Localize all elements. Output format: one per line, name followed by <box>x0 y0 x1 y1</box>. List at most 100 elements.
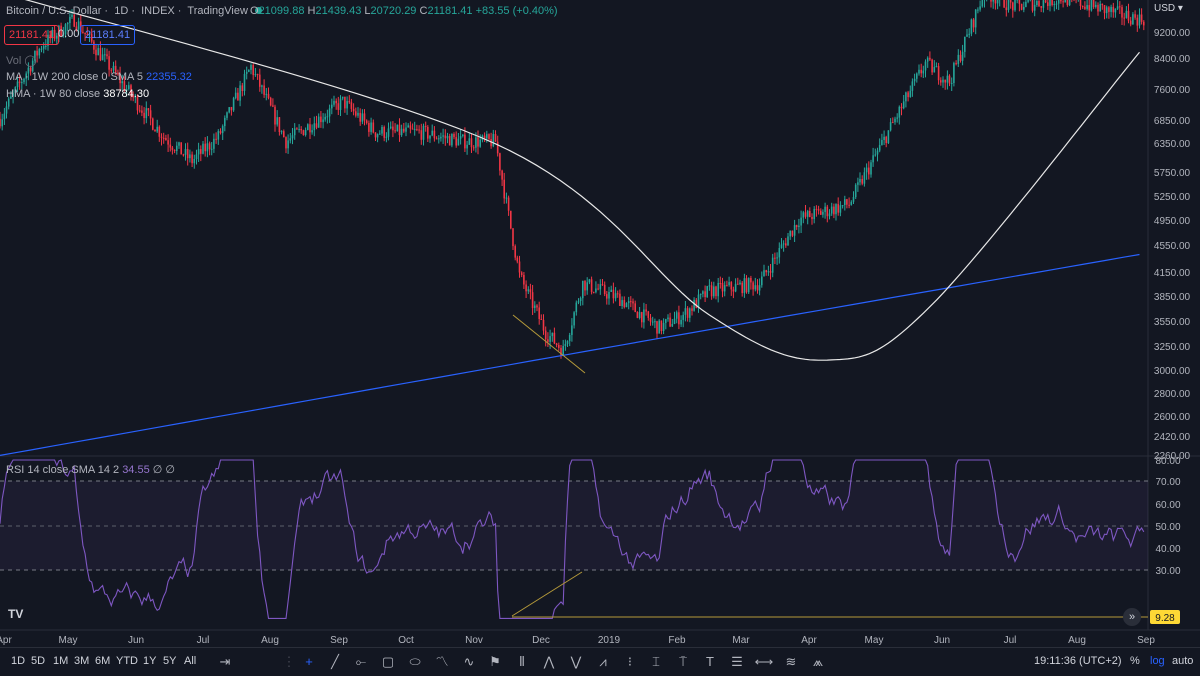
symbol-name[interactable]: Bitcoin / U.S. Dollar <box>6 5 101 17</box>
candle-body <box>656 321 658 333</box>
candle-body <box>307 124 309 130</box>
trend-line-tool-icon[interactable]: ╱ <box>324 652 346 672</box>
rsi-label: RSI 14 close SMA 14 2 <box>6 464 119 476</box>
measure-tool-icon[interactable]: ⟷ <box>753 652 775 672</box>
eye-off-icon[interactable]: ◯ <box>24 55 36 67</box>
ellipse-tool-icon[interactable]: ⬭ <box>404 652 426 672</box>
candle-body <box>410 125 412 128</box>
candle-body <box>973 20 975 28</box>
rsi-tick-label: 40.00 <box>1155 544 1180 555</box>
range-5y-button[interactable]: 5Y <box>163 655 176 667</box>
candle-body <box>183 154 185 155</box>
date-range-icon[interactable]: ⇥ <box>214 652 236 672</box>
candle-body <box>401 129 403 135</box>
log-scale-button[interactable]: log <box>1150 655 1165 667</box>
abc-pattern-icon[interactable]: ⋁ <box>565 652 587 672</box>
ma-legend[interactable]: MA · 1W 200 close 0 SMA 5 22355.32 <box>6 71 192 83</box>
candle-body <box>868 168 870 175</box>
range-1y-button[interactable]: 1Y <box>143 655 156 667</box>
candle-body <box>431 131 433 136</box>
candle-body <box>1128 11 1130 21</box>
range-5d-button[interactable]: 5D <box>31 655 45 667</box>
clock[interactable]: 19:11:36 (UTC+2) <box>1034 655 1122 667</box>
callout-tool-icon[interactable]: ⍑ <box>672 652 694 672</box>
horizontal-ray-tool-icon[interactable]: ⟜ <box>350 652 372 672</box>
candle-body <box>318 117 320 128</box>
candle-body <box>827 207 829 217</box>
path-tool-icon[interactable]: 〽 <box>431 652 453 672</box>
candle-body <box>680 320 682 325</box>
rsi-trend-line[interactable] <box>512 572 582 616</box>
time-tick-label: Apr <box>0 635 12 646</box>
bars-pattern-icon[interactable]: ⁝ <box>619 652 641 672</box>
text-tool-icon[interactable]: T <box>699 652 721 672</box>
brush-tool-icon[interactable]: ≋ <box>780 652 802 672</box>
flag-tool-icon[interactable]: ⚑ <box>484 652 506 672</box>
candle-body <box>711 285 713 296</box>
currency-selector[interactable]: USD ▾ <box>1154 3 1183 14</box>
candle-body <box>499 153 501 170</box>
candle-body <box>285 137 287 148</box>
candle-body <box>621 300 623 306</box>
candle-body <box>1064 0 1066 2</box>
range-1m-button[interactable]: 1M <box>53 655 68 667</box>
price-pane[interactable] <box>0 0 1148 455</box>
price-tick-label: 3550.00 <box>1154 317 1191 328</box>
sell-button[interactable]: 21181.41 <box>4 25 59 45</box>
candle-body <box>920 70 922 74</box>
range-ytd-button[interactable]: YTD <box>116 655 138 667</box>
time-tick-label: Jun <box>934 635 950 646</box>
time-axis[interactable]: AprMayJunJulAugSepOctNovDec2019FebMarApr… <box>0 635 1155 646</box>
range-6m-button[interactable]: 6M <box>95 655 110 667</box>
candle-body <box>510 211 512 229</box>
curve-tool-icon[interactable]: ∿ <box>458 652 480 672</box>
price-axis[interactable]: 9200.008400.007600.006850.006350.005750.… <box>1154 28 1191 462</box>
candle-body <box>796 225 798 227</box>
candle-body <box>573 312 575 325</box>
percent-scale-button[interactable]: % <box>1130 655 1140 667</box>
candle-body <box>600 284 602 289</box>
price-chart[interactable]: 9200.008400.007600.006850.006350.005750.… <box>0 0 1200 655</box>
candle-body <box>971 20 973 34</box>
candle-body <box>287 140 289 148</box>
candle-body <box>381 127 383 134</box>
drag-handle-icon[interactable]: ⋮ <box>278 652 300 672</box>
crosshair-icon[interactable]: + <box>298 652 320 672</box>
candle-body <box>425 126 427 127</box>
table-tool-icon[interactable]: ☰ <box>726 652 748 672</box>
candle-body <box>351 102 353 109</box>
candle-body <box>977 10 979 11</box>
scroll-to-realtime-button[interactable]: » <box>1123 608 1141 626</box>
elliott-wave-icon[interactable]: ⩘ <box>592 652 614 672</box>
range-1d-button[interactable]: 1D <box>11 655 25 667</box>
rectangle-tool-icon[interactable]: ▢ <box>377 652 399 672</box>
candle-body <box>407 125 409 127</box>
candles-tool-icon[interactable]: ⫴ <box>511 652 533 672</box>
text-cursor-tool-icon[interactable]: ⌶ <box>645 652 667 672</box>
ma-value: 22355.32 <box>146 71 192 83</box>
buy-button[interactable]: 21181.41 <box>80 25 135 45</box>
candle-body <box>844 199 846 205</box>
fib-fan-tool-icon[interactable]: ⩕ <box>807 652 829 672</box>
candle-body <box>320 117 322 123</box>
candle-body <box>645 310 647 312</box>
symbol-title[interactable]: Bitcoin / U.S. Dollar · 1D · INDEX · Tra… <box>6 5 265 17</box>
candle-body <box>552 333 554 336</box>
volume-legend[interactable]: Vol ◯ <box>6 54 37 67</box>
hma-label: HMA · 1W 80 close <box>6 88 100 100</box>
candle-body <box>1051 0 1053 5</box>
hma-legend[interactable]: HMA · 1W 80 close 38784.30 <box>6 88 149 100</box>
candle-body <box>1027 0 1029 2</box>
candle-body <box>781 245 783 249</box>
candle-body <box>669 318 671 327</box>
range-all-button[interactable]: All <box>184 655 196 667</box>
range-3m-button[interactable]: 3M <box>74 655 89 667</box>
auto-scale-button[interactable]: auto <box>1172 655 1193 667</box>
candle-body <box>338 103 340 110</box>
interval-label[interactable]: 1D <box>114 5 128 17</box>
rsi-legend[interactable]: RSI 14 close SMA 14 2 34.55 ∅ ∅ <box>6 463 175 476</box>
currency-label: USD <box>1154 3 1175 14</box>
abcd-pattern-icon[interactable]: ⋀ <box>538 652 560 672</box>
